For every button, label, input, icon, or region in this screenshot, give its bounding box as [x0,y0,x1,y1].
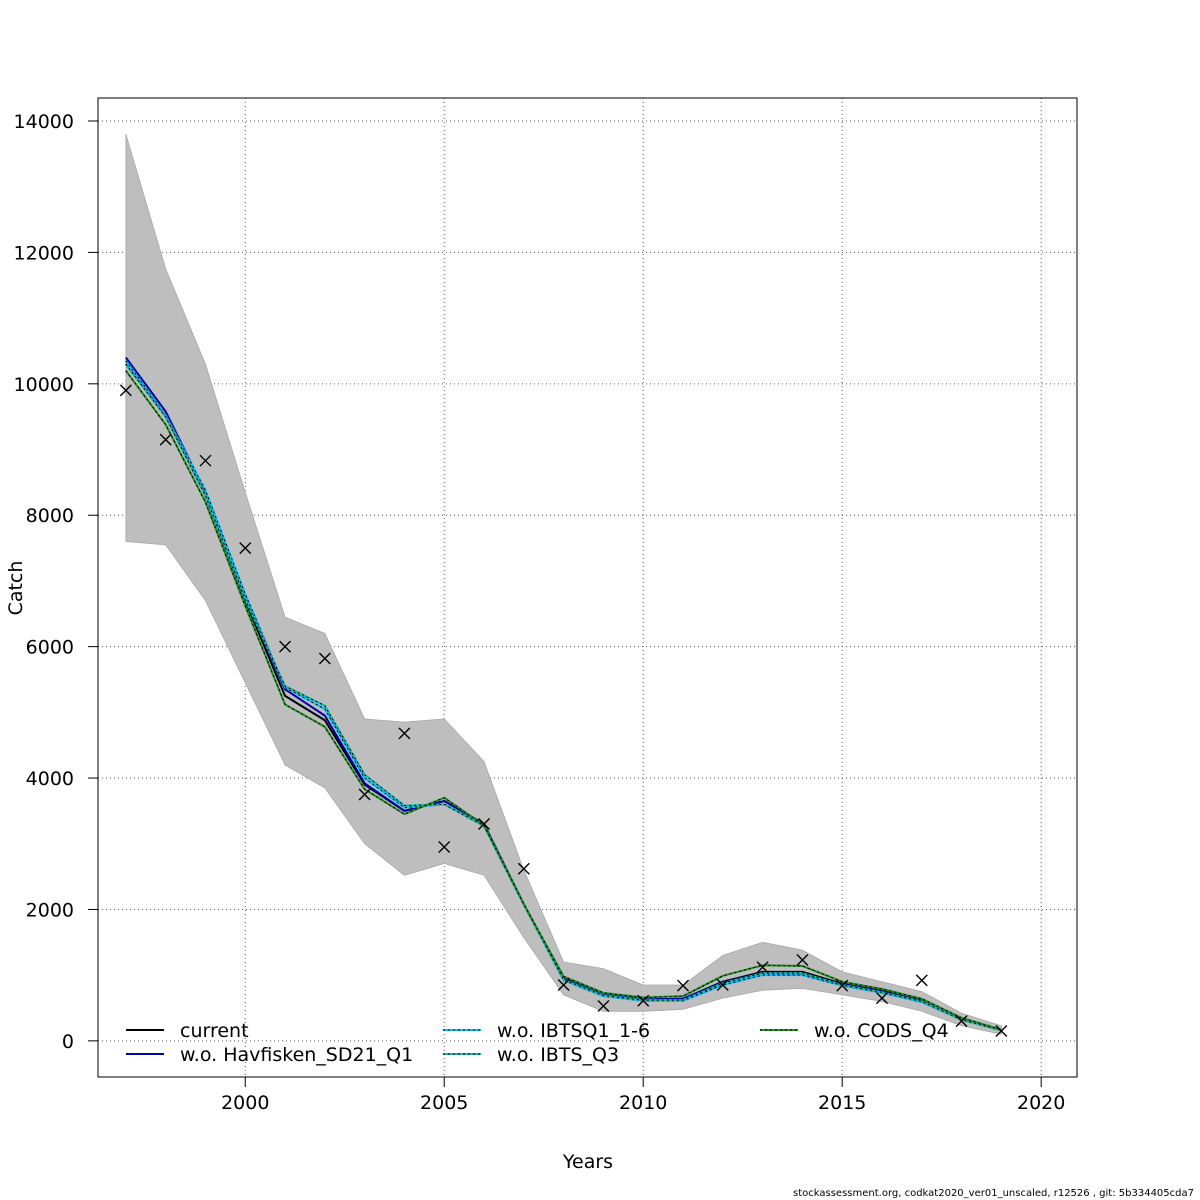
x-axis-title: Years [562,1151,613,1173]
y-tick-label: 2000 [26,899,74,921]
observation-point [637,994,650,1007]
observation-points-group [119,384,1008,1038]
legend-label: w.o. IBTS_Q3 [497,1044,619,1066]
x-tick-label: 2020 [1017,1092,1065,1114]
x-tick-label: 2015 [818,1092,866,1114]
legend-item: w.o. Havfisken_SD21_Q1 [126,1044,413,1066]
confidence-band-group [125,134,1002,1035]
x-tick-label: 2000 [221,1092,269,1114]
observation-point [517,862,530,875]
observation-point [915,974,928,987]
observation-point [199,454,212,467]
observation-point [955,1015,968,1028]
observation-point [796,954,809,967]
series-line-overlay-3 [125,363,1002,1031]
x-tick-label: 2010 [619,1092,667,1114]
legend-label: current [180,1020,249,1042]
footer-credit: stockassessment.org, codkat2020_ver01_un… [793,1188,1194,1199]
series-line-overlay-4 [125,370,1002,1031]
x-tick-label: 2005 [420,1092,468,1114]
observation-point [597,1000,610,1013]
y-tick-label: 6000 [26,637,74,659]
legend-label: w.o. IBTSQ1_1-6 [497,1020,650,1042]
y-tick-label: 10000 [14,374,74,396]
y-tick-label: 14000 [14,111,74,133]
legend-label: w.o. Havfisken_SD21_Q1 [180,1044,413,1066]
y-tick-label: 12000 [14,242,74,264]
observation-point [318,652,331,665]
observation-point [478,818,491,831]
confidence-band [125,134,1002,1035]
observation-point [159,433,172,446]
series-lines-group [125,356,1002,1032]
legend-item: w.o. IBTS_Q3 [443,1044,619,1066]
y-axis: 0 2000 4000 6000 8000 10000 12000 14000 [14,111,98,1053]
observation-point [876,992,888,1005]
legend-item: w.o. IBTSQ1_1-6 [443,1020,650,1042]
observation-point [756,961,769,974]
plot-frame [97,97,1078,1078]
observation-point [398,727,411,740]
observation-point [239,542,252,555]
observation-point [716,979,729,992]
observation-point [995,1025,1008,1038]
x-axis: 2000 2005 2010 2015 2020 [221,1077,1065,1114]
y-tick-label: 8000 [26,505,74,527]
observation-point [358,788,371,801]
legend-item: w.o. CODS_Q4 [760,1020,949,1042]
legend-item: current [126,1020,249,1042]
legend-label: w.o. CODS_Q4 [814,1020,949,1042]
observation-point [836,979,849,992]
observation-point [438,841,451,854]
observation-point [279,640,292,653]
y-axis-title: Catch [5,561,27,616]
observation-point [557,979,570,992]
y-tick-label: 4000 [26,768,74,790]
observation-point [119,384,132,397]
observation-point [677,979,690,992]
y-tick-label: 0 [62,1031,74,1053]
